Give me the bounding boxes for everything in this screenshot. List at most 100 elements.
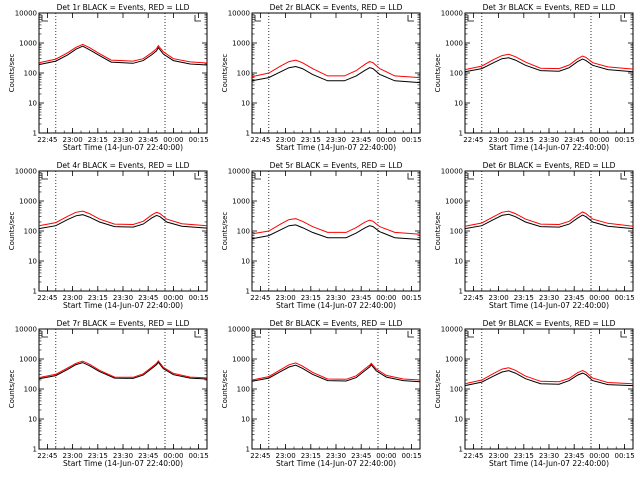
x-tick-label: 00:15 bbox=[615, 452, 635, 460]
x-tick-label: 00:00 bbox=[163, 136, 183, 144]
x-tick-label: 22:45 bbox=[37, 136, 57, 144]
x-tick-label: 23:15 bbox=[514, 136, 534, 144]
y-tick-label: 100 bbox=[450, 70, 463, 78]
y-tick-label: 100 bbox=[237, 386, 250, 394]
lld-series-line bbox=[464, 367, 634, 385]
y-tick-label: 10 bbox=[454, 258, 463, 266]
x-tick-label: 23:00 bbox=[489, 294, 509, 302]
corner-marker-right bbox=[194, 15, 201, 22]
panel-title: Det 3r BLACK = Events, RED = LLD bbox=[483, 3, 616, 12]
y-tick-label: 100 bbox=[237, 70, 250, 78]
y-tick-label: 10 bbox=[454, 100, 463, 108]
y-tick-label: 1 bbox=[459, 446, 463, 454]
detector-panel-1: Det 1r BLACK = Events, RED = LLD 1 10 100 10… bbox=[8, 3, 209, 152]
y-axis-label: Counts/sec bbox=[221, 370, 229, 409]
x-tick-label: 23:30 bbox=[326, 452, 346, 460]
events-series-line bbox=[38, 45, 208, 66]
y-axis-label: Counts/sec bbox=[221, 212, 229, 251]
x-tick-label: 23:00 bbox=[63, 452, 83, 460]
y-tick-label: 100 bbox=[450, 386, 463, 394]
y-tick-label: 1 bbox=[459, 288, 463, 296]
x-tick-label: 23:45 bbox=[351, 136, 371, 144]
y-axis-label: Counts/sec bbox=[434, 54, 442, 93]
y-tick-label: 10000 bbox=[15, 10, 37, 18]
y-tick-label: 10 bbox=[241, 100, 250, 108]
lld-series-line bbox=[251, 59, 421, 79]
panel-title: Det 9r BLACK = Events, RED = LLD bbox=[483, 319, 616, 328]
y-tick-label: 10000 bbox=[228, 326, 250, 334]
x-tick-label: 23:30 bbox=[113, 136, 133, 144]
x-axis-label: Start Time (14-Jun-07 22:40:00) bbox=[489, 143, 609, 152]
detector-panel-4: Det 4r BLACK = Events, RED = LLD 1 10 100 10… bbox=[8, 161, 209, 310]
corner-marker-left bbox=[41, 331, 48, 338]
x-axis-label: Start Time (14-Jun-07 22:40:00) bbox=[276, 459, 396, 468]
corner-marker-left bbox=[467, 331, 474, 338]
corner-marker-left bbox=[254, 331, 261, 338]
events-series-line bbox=[464, 213, 634, 230]
corner-marker-right bbox=[620, 15, 627, 22]
y-axis-label: Counts/sec bbox=[8, 54, 16, 93]
y-tick-label: 1 bbox=[33, 446, 37, 454]
detector-panel-3: Det 3r BLACK = Events, RED = LLD 1 10 100 10… bbox=[434, 3, 635, 152]
x-tick-label: 22:45 bbox=[463, 294, 483, 302]
x-tick-label: 00:00 bbox=[589, 294, 609, 302]
corner-marker-right bbox=[407, 331, 414, 338]
panel-title: Det 4r BLACK = Events, RED = LLD bbox=[57, 161, 190, 170]
plot-frame bbox=[38, 12, 208, 134]
y-tick-label: 100 bbox=[24, 228, 37, 236]
x-tick-label: 00:15 bbox=[615, 294, 635, 302]
x-tick-label: 00:00 bbox=[376, 452, 396, 460]
y-tick-label: 100 bbox=[24, 386, 37, 394]
y-tick-label: 1 bbox=[246, 130, 250, 138]
detector-panel-2: Det 2r BLACK = Events, RED = LLD 1 10 100 10… bbox=[221, 3, 422, 152]
x-tick-label: 23:45 bbox=[564, 294, 584, 302]
x-tick-label: 23:30 bbox=[539, 452, 559, 460]
y-tick-label: 1000 bbox=[19, 356, 37, 364]
x-tick-label: 23:15 bbox=[301, 294, 321, 302]
corner-marker-left bbox=[467, 15, 474, 22]
x-tick-label: 23:45 bbox=[351, 452, 371, 460]
x-tick-label: 23:15 bbox=[514, 294, 534, 302]
x-tick-label: 22:45 bbox=[37, 452, 57, 460]
x-tick-label: 23:30 bbox=[326, 294, 346, 302]
corner-marker-right bbox=[194, 173, 201, 180]
x-axis-label: Start Time (14-Jun-07 22:40:00) bbox=[63, 459, 183, 468]
y-tick-label: 10000 bbox=[228, 168, 250, 176]
corner-marker-right bbox=[620, 331, 627, 338]
y-tick-label: 10000 bbox=[228, 10, 250, 18]
x-tick-label: 00:15 bbox=[402, 294, 422, 302]
corner-marker-left bbox=[467, 173, 474, 180]
y-axis-label: Counts/sec bbox=[434, 212, 442, 251]
x-axis-label: Start Time (14-Jun-07 22:40:00) bbox=[63, 143, 183, 152]
corner-marker-right bbox=[407, 15, 414, 22]
lld-series-line bbox=[38, 359, 208, 379]
y-tick-label: 10 bbox=[28, 100, 37, 108]
panel-title: Det 8r BLACK = Events, RED = LLD bbox=[270, 319, 403, 328]
panel-title: Det 2r BLACK = Events, RED = LLD bbox=[270, 3, 403, 12]
lld-series-line bbox=[38, 210, 208, 227]
x-tick-label: 23:30 bbox=[113, 452, 133, 460]
y-axis-label: Counts/sec bbox=[8, 370, 16, 409]
y-tick-label: 10 bbox=[454, 416, 463, 424]
x-tick-label: 00:15 bbox=[615, 136, 635, 144]
x-tick-label: 23:45 bbox=[564, 136, 584, 144]
x-tick-label: 23:45 bbox=[138, 136, 158, 144]
plot-frame bbox=[464, 170, 634, 292]
x-tick-label: 23:45 bbox=[564, 452, 584, 460]
corner-marker-right bbox=[407, 173, 414, 180]
events-series-line bbox=[38, 214, 208, 230]
lld-series-line bbox=[464, 210, 634, 227]
x-tick-label: 23:00 bbox=[63, 294, 83, 302]
events-series-line bbox=[464, 57, 634, 73]
x-tick-label: 00:00 bbox=[163, 294, 183, 302]
y-axis-label: Counts/sec bbox=[8, 212, 16, 251]
x-tick-label: 00:00 bbox=[163, 452, 183, 460]
lld-series-line bbox=[251, 218, 421, 235]
y-axis-label: Counts/sec bbox=[221, 54, 229, 93]
detector-panel-5: Det 5r BLACK = Events, RED = LLD 1 10 100 10… bbox=[221, 161, 422, 310]
y-tick-label: 1000 bbox=[445, 40, 463, 48]
plot-frame bbox=[251, 328, 421, 450]
x-tick-label: 23:30 bbox=[326, 136, 346, 144]
plot-frame bbox=[464, 12, 634, 134]
panel-title: Det 1r BLACK = Events, RED = LLD bbox=[57, 3, 190, 12]
